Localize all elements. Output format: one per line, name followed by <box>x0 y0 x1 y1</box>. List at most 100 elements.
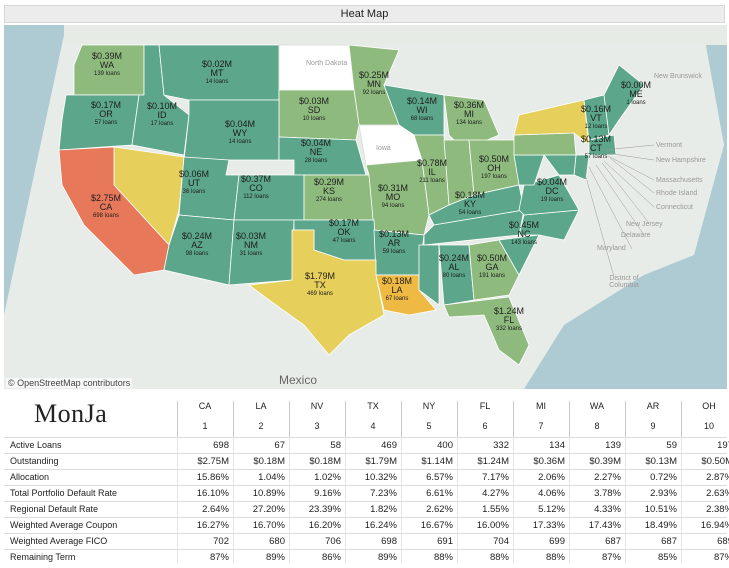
column-header-state[interactable]: WA <box>589 401 605 411</box>
state-code: MN <box>367 79 381 89</box>
state-code: NC <box>517 229 531 239</box>
state-label-or[interactable]: $0.17M OR 57 loans <box>91 101 121 128</box>
state-AZ <box>163 214 235 286</box>
state-label-ct[interactable]: $0.13M CT 57 loans <box>581 135 611 162</box>
table-cell: 7.17% <box>482 472 509 483</box>
table-cell: 17.43% <box>588 520 621 531</box>
map-canvas[interactable] <box>4 25 727 389</box>
state-label-mi[interactable]: $0.36M MI 134 loans <box>454 101 484 128</box>
state-label-az[interactable]: $0.24M AZ 98 loans <box>182 232 212 259</box>
state-label-ca[interactable]: $2.75M CA 698 loans <box>91 194 121 221</box>
state-code: MO <box>385 192 401 202</box>
table-cell: 704 <box>493 536 509 547</box>
state-amount: $0.29M <box>313 177 345 187</box>
state-loans: 274 loans <box>315 197 343 203</box>
state-label-me[interactable]: $0.00M ME 1 loans <box>621 81 651 108</box>
state-label-dc[interactable]: $0.04M DC 19 loans <box>537 178 567 205</box>
column-gridline <box>401 437 402 563</box>
state-label-ut[interactable]: $0.06M UT 36 loans <box>179 170 209 197</box>
state-code: TX <box>314 280 326 290</box>
column-header-state[interactable]: LA <box>255 401 267 411</box>
state-code: VT <box>590 113 602 123</box>
minor-label-maryland: Maryland <box>597 245 626 252</box>
state-label-vt[interactable]: $0.16M VT 12 loans <box>581 105 611 132</box>
state-code: NM <box>244 240 258 250</box>
state-label-ne[interactable]: $0.04M NE 28 loans <box>301 139 331 166</box>
map-attribution[interactable]: © OpenStreetMap contributors <box>6 378 133 388</box>
table-cell: 400 <box>437 440 453 451</box>
state-amount: $0.18M <box>454 190 486 200</box>
state-label-oh[interactable]: $0.50M OH 197 loans <box>479 155 509 182</box>
table-cell: 16.70% <box>252 520 285 531</box>
table-cell: $0.18M <box>253 456 285 467</box>
column-gridline <box>233 437 234 563</box>
state-ND <box>278 44 355 91</box>
state-amount: $1.79M <box>304 271 336 281</box>
state-code: CO <box>249 183 263 193</box>
table-cell: 4.27% <box>482 488 509 499</box>
table-cell: 16.94% <box>700 520 729 531</box>
column-header-state[interactable]: CA <box>198 401 212 411</box>
state-loans: 31 loans <box>239 251 263 257</box>
state-amount: $0.17M <box>328 218 360 228</box>
state-label-id[interactable]: $0.10M ID 17 loans <box>147 102 177 129</box>
state-label-wy[interactable]: $0.04M WY 14 loans <box>225 120 255 147</box>
state-label-al[interactable]: $0.24M AL 80 loans <box>439 254 469 281</box>
table-cell: 2.06% <box>538 472 565 483</box>
state-MS <box>418 244 440 306</box>
column-header-state[interactable]: OH <box>702 401 716 411</box>
state-label-tx[interactable]: $1.79M TX 469 loans <box>305 272 335 299</box>
state-label-sd[interactable]: $0.03M SD 10 loans <box>299 97 329 124</box>
state-loans: 57 loans <box>94 120 118 126</box>
state-loans: 1 loans <box>626 100 646 106</box>
state-NC <box>518 209 580 241</box>
state-label-wi[interactable]: $0.14M WI 68 loans <box>407 97 437 124</box>
state-label-il[interactable]: $0.78M IL 211 loans <box>417 159 447 186</box>
state-label-fl[interactable]: $1.24M FL 332 loans <box>494 307 524 334</box>
table-cell: 9.16% <box>314 488 341 499</box>
table-cell: 1.02% <box>314 472 341 483</box>
minor-label-new-hampshire: New Hampshire <box>656 157 706 164</box>
heat-map[interactable]: Mexico © OpenStreetMap contributors Nort… <box>4 25 727 389</box>
state-label-mo[interactable]: $0.31M MO 94 loans <box>378 184 408 211</box>
state-label-ga[interactable]: $0.50M GA 191 loans <box>477 254 507 281</box>
state-label-nm[interactable]: $0.03M NM 31 loans <box>236 232 266 259</box>
table-cell: 706 <box>325 536 341 547</box>
state-label-wa[interactable]: $0.39M WA 139 loans <box>92 52 122 79</box>
row-label: Total Portfolio Default Rate <box>10 488 118 498</box>
state-label-ks[interactable]: $0.29M KS 274 loans <box>314 178 344 205</box>
row-separator <box>4 437 727 438</box>
state-label-la[interactable]: $0.18M LA 67 loans <box>382 277 412 304</box>
row-label: Outstanding <box>10 456 59 466</box>
state-amount: $0.36M <box>453 100 485 110</box>
column-header-state[interactable]: FL <box>479 401 491 411</box>
canada-land <box>64 25 727 45</box>
column-gridline <box>513 437 514 563</box>
state-label-ok[interactable]: $0.17M OK 47 loans <box>329 219 359 246</box>
state-loans: 59 loans <box>382 249 406 255</box>
column-header-rank: 6 <box>482 421 488 431</box>
state-loans: 698 loans <box>92 213 120 219</box>
state-label-mn[interactable]: $0.25M MN 92 loans <box>359 71 389 98</box>
row-label: Weighted Average FICO <box>10 536 108 546</box>
state-label-ky[interactable]: $0.18M KY 54 loans <box>455 191 485 218</box>
state-NY <box>513 99 590 146</box>
table-cell: 2.63% <box>706 488 729 499</box>
state-code: GA <box>485 262 499 272</box>
column-header-state[interactable]: TX <box>367 401 379 411</box>
column-header-state[interactable]: NY <box>422 401 436 411</box>
state-label-mt[interactable]: $0.02M MT 14 loans <box>202 60 232 87</box>
table-cell: $0.18M <box>309 456 341 467</box>
column-header-state[interactable]: AR <box>646 401 660 411</box>
state-loans: 17 loans <box>150 121 174 127</box>
state-amount: $0.17M <box>90 100 122 110</box>
table-cell: 4.06% <box>538 488 565 499</box>
table-cell: 89% <box>265 552 285 563</box>
state-label-nc[interactable]: $0.45M NC 143 loans <box>509 221 539 248</box>
state-label-co[interactable]: $0.37M CO 112 loans <box>241 175 271 202</box>
state-label-ar[interactable]: $0.13M AR 59 loans <box>379 230 409 257</box>
column-header-state[interactable]: NV <box>310 401 324 411</box>
state-amount: $0.24M <box>181 231 213 241</box>
state-code: UT <box>188 178 200 188</box>
column-header-state[interactable]: MI <box>536 401 546 411</box>
